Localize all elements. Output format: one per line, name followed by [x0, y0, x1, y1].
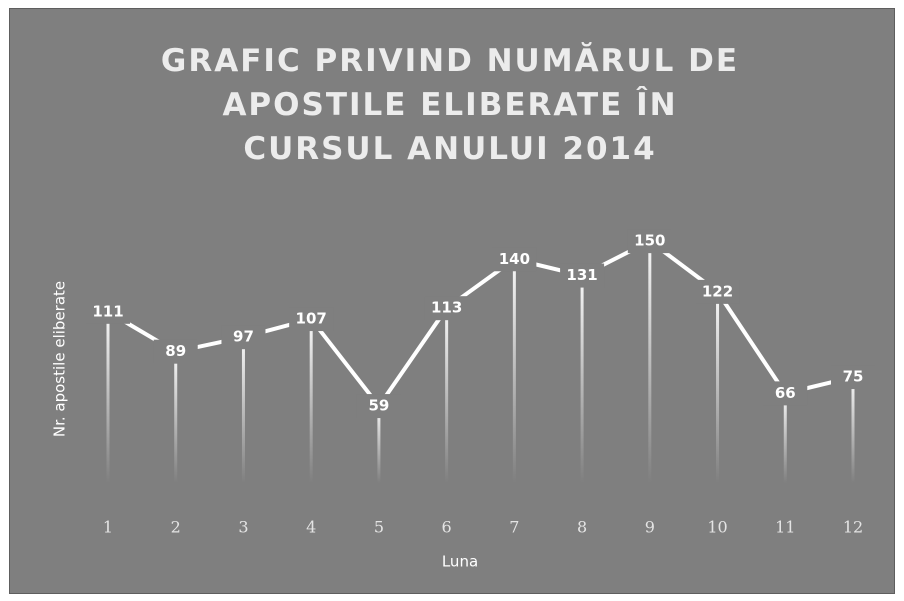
data-label: 140 [499, 250, 530, 268]
drop-line [580, 275, 584, 483]
label-bg [560, 263, 605, 288]
data-label: 89 [165, 342, 186, 360]
drop-line [309, 319, 313, 483]
label-bg [492, 247, 537, 272]
data-label: 122 [702, 282, 733, 300]
data-label: 107 [296, 310, 327, 328]
label-bg [831, 365, 875, 390]
x-tick-label: 8 [577, 518, 587, 537]
data-label: 75 [843, 368, 864, 386]
drop-line [174, 351, 178, 483]
x-tick-label: 10 [707, 518, 727, 537]
data-label: 150 [634, 232, 665, 250]
drop-line [445, 308, 449, 483]
x-tick-label: 6 [442, 518, 452, 537]
chart: Luna Nr. apostile eliberate 1 2 3 4 5 6 7 8 9 10 1… [51, 229, 875, 571]
data-label: 131 [566, 266, 597, 284]
chart-title: GRAFIC PRIVIND NUMĂRUL DE APOSTILE ELIBE… [160, 43, 740, 167]
line [106, 239, 854, 409]
x-tick-label: 5 [374, 518, 384, 537]
data-label: 111 [92, 302, 123, 320]
drop-line [241, 337, 245, 483]
label-bg [695, 279, 740, 304]
x-tick-label: 7 [509, 518, 519, 537]
drop-line [783, 393, 787, 483]
x-axis-title: Luna [442, 553, 478, 571]
label-bg [763, 381, 808, 406]
label-bg [86, 299, 130, 324]
y-axis-title: Nr. apostile eliberate [51, 281, 69, 437]
x-tick-label: 2 [171, 518, 181, 537]
drop-line [716, 291, 720, 483]
label-bg [627, 229, 672, 254]
x-tick-label: 11 [775, 518, 795, 537]
label-bg [289, 307, 334, 332]
chart-frame: GRAFIC PRIVIND NUMĂRUL DE APOSTILE ELIBE… [9, 8, 895, 594]
x-tick-label: 9 [645, 518, 655, 537]
label-bg [153, 339, 198, 364]
drop-line [377, 406, 381, 483]
drop-line [512, 259, 516, 483]
label-bg [356, 394, 401, 419]
drop-line [851, 377, 855, 483]
label-bg [424, 296, 469, 321]
data-label: 59 [368, 397, 389, 415]
data-label: 66 [775, 384, 796, 402]
drop-line [648, 241, 652, 483]
x-tick-label: 12 [843, 518, 863, 537]
data-label: 113 [431, 299, 462, 317]
label-bg [221, 325, 266, 350]
data-label: 97 [233, 328, 254, 346]
x-tick-label: 1 [103, 518, 113, 537]
x-tick-label: 3 [238, 518, 248, 537]
drop-line [106, 311, 110, 483]
x-tick-label: 4 [306, 518, 316, 537]
